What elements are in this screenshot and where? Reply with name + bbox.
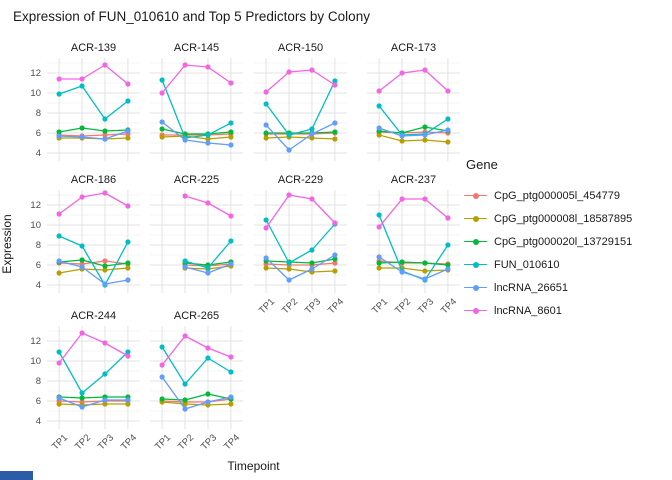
legend-label: lncRNA_26651 — [494, 281, 568, 294]
legend-label: CpG_ptg000020l_13729151 — [494, 235, 633, 248]
facet-panel — [150, 58, 243, 161]
legend-key-CpG_ptg000005l_454779 — [464, 191, 487, 201]
x-axis-title: Timepoint — [227, 459, 280, 473]
legend-key-CpG_ptg000020l_13729151 — [464, 237, 487, 247]
legend-item: CpG_ptg000008l_18587895 — [464, 207, 670, 230]
y-tick-label: 10 — [30, 219, 41, 231]
legend-label: lncRNA_8601 — [494, 304, 562, 317]
facet-strip: ACR-173 — [390, 42, 437, 54]
y-tick-label: 4 — [35, 415, 41, 427]
y-tick-label: 4 — [35, 147, 41, 159]
x-tick-label: TP4 — [325, 296, 346, 317]
facet-panel — [47, 190, 140, 293]
x-tick-label: TP1 — [50, 432, 71, 453]
y-tick-label: 6 — [35, 395, 41, 407]
facet-panel — [254, 58, 347, 161]
facet-panel — [367, 58, 460, 161]
legend-key-FUN_010610 — [464, 260, 487, 270]
x-tick-label: TP2 — [73, 432, 94, 453]
legend-item: CpG_ptg000020l_13729151 — [464, 230, 670, 253]
facet-panel — [150, 190, 243, 293]
legend-key-dot — [472, 261, 479, 268]
legend: Gene CpG_ptg000005l_454779 CpG_ptg000008l… — [464, 157, 670, 322]
y-axis-title: Expression — [0, 214, 14, 274]
facet-strip: ACR-229 — [277, 174, 324, 186]
legend-label: CpG_ptg000008l_18587895 — [494, 212, 633, 225]
x-tick-label: TP4 — [438, 296, 459, 317]
facet-strip: ACR-186 — [70, 174, 117, 186]
legend-label: CpG_ptg000005l_454779 — [494, 189, 621, 202]
legend-items: CpG_ptg000005l_454779 CpG_ptg000008l_1858… — [464, 184, 670, 322]
facet-panel — [367, 190, 460, 293]
y-tick-label: 4 — [35, 279, 41, 291]
x-tick-label: TP3 — [95, 432, 117, 453]
legend-key-dot — [472, 307, 479, 314]
x-tick-label: TP3 — [198, 432, 220, 453]
legend-key-lncRNA_26651 — [464, 283, 487, 293]
legend-key-dot — [472, 284, 479, 291]
facet-panel — [150, 326, 243, 429]
y-tick-label: 12 — [30, 335, 41, 347]
legend-label: FUN_010610 — [494, 258, 560, 271]
y-tick-label: 8 — [35, 107, 41, 119]
legend-title: Gene — [466, 157, 498, 172]
legend-item: FUN_010610 — [464, 253, 670, 276]
y-tick-label: 12 — [30, 199, 41, 211]
x-tick-label: TP1 — [370, 296, 391, 317]
facet-strip: ACR-265 — [173, 310, 220, 322]
y-tick-label: 8 — [35, 375, 41, 387]
x-tick-label: TP3 — [415, 296, 437, 317]
facet-strip: ACR-225 — [173, 174, 220, 186]
window-corner-artifact — [0, 471, 33, 480]
legend-key-lncRNA_8601 — [464, 306, 487, 316]
x-tick-label: TP4 — [221, 432, 242, 453]
x-tick-label: TP2 — [176, 432, 197, 453]
facet-strip: ACR-150 — [277, 42, 324, 54]
y-tick-label: 6 — [35, 127, 41, 139]
facet-strip: ACR-244 — [70, 310, 117, 322]
y-tick-label: 10 — [30, 87, 41, 99]
y-tick-label: 12 — [30, 67, 41, 79]
y-tick-label: 10 — [30, 355, 41, 367]
facet-panel — [254, 190, 347, 293]
x-tick-label: TP1 — [257, 296, 278, 317]
facet-strip: ACR-237 — [390, 174, 437, 186]
x-tick-label: TP1 — [153, 432, 174, 453]
legend-key-dot — [472, 238, 479, 245]
chart-title: Expression of FUN_010610 and Top 5 Predi… — [13, 9, 370, 24]
legend-item: lncRNA_8601 — [464, 299, 670, 322]
x-tick-label: TP2 — [393, 296, 414, 317]
legend-key-dot — [472, 192, 479, 199]
y-tick-label: 8 — [35, 239, 41, 251]
legend-key-CpG_ptg000008l_18587895 — [464, 214, 487, 224]
facet-panel — [47, 326, 140, 429]
facet-strip: ACR-139 — [70, 42, 117, 54]
x-tick-label: TP2 — [280, 296, 301, 317]
legend-item: lncRNA_26651 — [464, 276, 670, 299]
facet-panel — [47, 58, 140, 161]
x-tick-label: TP3 — [302, 296, 324, 317]
facet-strip: ACR-145 — [173, 42, 220, 54]
x-tick-label: TP4 — [118, 432, 139, 453]
legend-key-dot — [472, 215, 479, 222]
legend-item: CpG_ptg000005l_454779 — [464, 184, 670, 207]
y-tick-label: 6 — [35, 259, 41, 271]
